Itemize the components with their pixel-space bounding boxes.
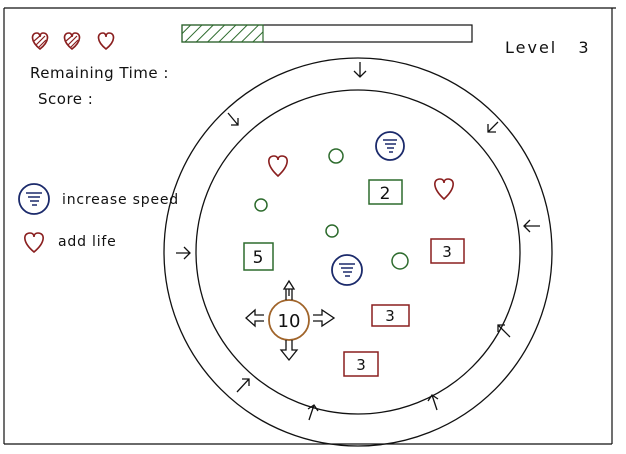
- green-orb: [391, 252, 409, 270]
- heart-icon: [63, 32, 81, 51]
- arrow-up-icon[interactable]: [282, 279, 296, 296]
- lives-display: [31, 32, 115, 51]
- arrow-down-icon[interactable]: [279, 340, 299, 362]
- svg-text:3: 3: [442, 243, 452, 261]
- green-orb: [325, 224, 339, 238]
- inward-arrow-icon: [227, 112, 239, 126]
- time-progress-bar: [181, 24, 473, 43]
- heart-icon: [31, 32, 49, 51]
- inward-arrow-icon: [523, 219, 540, 233]
- svg-text:3: 3: [385, 307, 395, 325]
- svg-text:2: 2: [380, 184, 391, 204]
- arrow-right-icon[interactable]: [313, 308, 336, 328]
- tornado-icon: [375, 131, 405, 161]
- number-tile: 5: [243, 242, 274, 271]
- inward-arrow-icon: [427, 394, 439, 411]
- legend-label-speed: increase speed: [62, 192, 179, 208]
- svg-text:5: 5: [253, 248, 264, 268]
- green-orb: [254, 198, 268, 212]
- score-label: Score :: [38, 90, 94, 108]
- heart-icon: [97, 32, 115, 51]
- legend-label-life: add life: [58, 234, 117, 250]
- player-value: 10: [278, 311, 301, 332]
- arena-inner-ring: [195, 89, 521, 415]
- inward-arrow-icon: [176, 246, 191, 260]
- ring-arrows: [176, 62, 540, 421]
- inward-arrow-icon: [487, 121, 499, 133]
- heart-icon: [268, 155, 288, 178]
- progress-fill: [181, 24, 264, 43]
- level-label: Level 3: [505, 38, 591, 57]
- heart-icon: [434, 178, 454, 201]
- svg-text:3: 3: [356, 356, 366, 374]
- arrow-left-icon[interactable]: [245, 308, 264, 328]
- inward-arrow-icon: [353, 62, 367, 78]
- arena-outer-ring: [163, 57, 553, 447]
- tornado-icon: [18, 183, 50, 215]
- inward-arrow-icon: [307, 404, 319, 421]
- green-orb: [328, 148, 344, 164]
- number-tile: 2: [368, 179, 403, 205]
- heart-icon: [24, 232, 44, 254]
- player[interactable]: 10: [268, 299, 310, 341]
- green-orbs: [254, 148, 409, 270]
- player-ring: [268, 299, 310, 341]
- level-word: Level: [505, 38, 558, 57]
- number-tile: 3: [430, 238, 465, 264]
- inward-arrow-icon: [497, 324, 511, 338]
- remaining-time-label: Remaining Time :: [30, 64, 169, 82]
- number-tile: 3: [343, 351, 379, 377]
- number-tile: 3: [371, 304, 410, 327]
- inward-arrow-icon: [236, 378, 250, 393]
- tornado-icon: [331, 254, 363, 286]
- arrow-up-shaft: [285, 289, 293, 300]
- level-number: 3: [578, 38, 591, 57]
